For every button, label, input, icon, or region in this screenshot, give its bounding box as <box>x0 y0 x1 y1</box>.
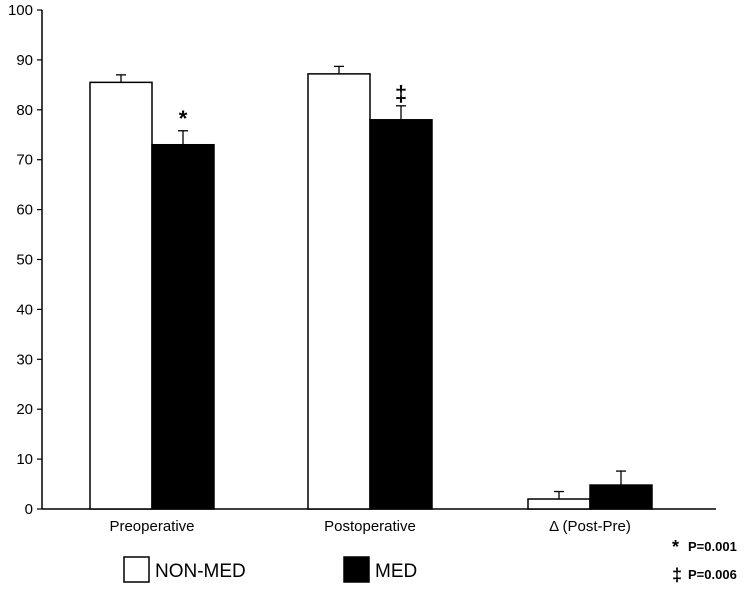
significance-marker: ‡ <box>395 81 407 106</box>
significance-notes: * P=0.001 ‡ P=0.006 <box>672 537 737 585</box>
y-tick-label: 20 <box>16 401 33 418</box>
y-tick-label: 80 <box>16 102 33 119</box>
bar-non-med <box>89 81 153 510</box>
note-text: P=0.006 <box>688 567 737 582</box>
bar-med <box>151 143 215 510</box>
bar-non-med <box>527 498 591 510</box>
note-text: P=0.001 <box>688 539 737 554</box>
bar-non-med <box>307 73 371 510</box>
x-tick-label: Preoperative <box>109 518 194 535</box>
y-tick-label: 100 <box>8 2 33 19</box>
x-tick-label: Postoperative <box>324 518 416 535</box>
y-tick-label: 60 <box>16 202 33 219</box>
y-tick-label: 0 <box>25 501 33 518</box>
bar-med <box>369 119 433 510</box>
y-tick-label: 90 <box>16 52 33 69</box>
note-symbol: ‡ <box>672 565 682 585</box>
legend-swatch-med <box>343 556 370 583</box>
legend-label: MED <box>375 561 417 582</box>
significance-marker: * <box>179 106 188 131</box>
y-tick-label: 40 <box>16 301 33 318</box>
x-tick-label: Δ (Post-Pre) <box>549 518 631 535</box>
legend: NON-MED MED <box>123 556 417 583</box>
legend-swatch-non-med <box>123 556 150 583</box>
plot-area: 0 10 20 30 40 50 60 70 80 90 100 Preoperative Postop… <box>8 2 716 535</box>
note-symbol: * <box>672 537 679 557</box>
y-tick-label: 50 <box>16 252 33 269</box>
y-tick-label: 10 <box>16 451 33 468</box>
y-tick-label: 70 <box>16 152 33 169</box>
bar-med <box>589 484 653 510</box>
legend-label: NON-MED <box>155 561 246 582</box>
y-tick-label: 30 <box>16 351 33 368</box>
